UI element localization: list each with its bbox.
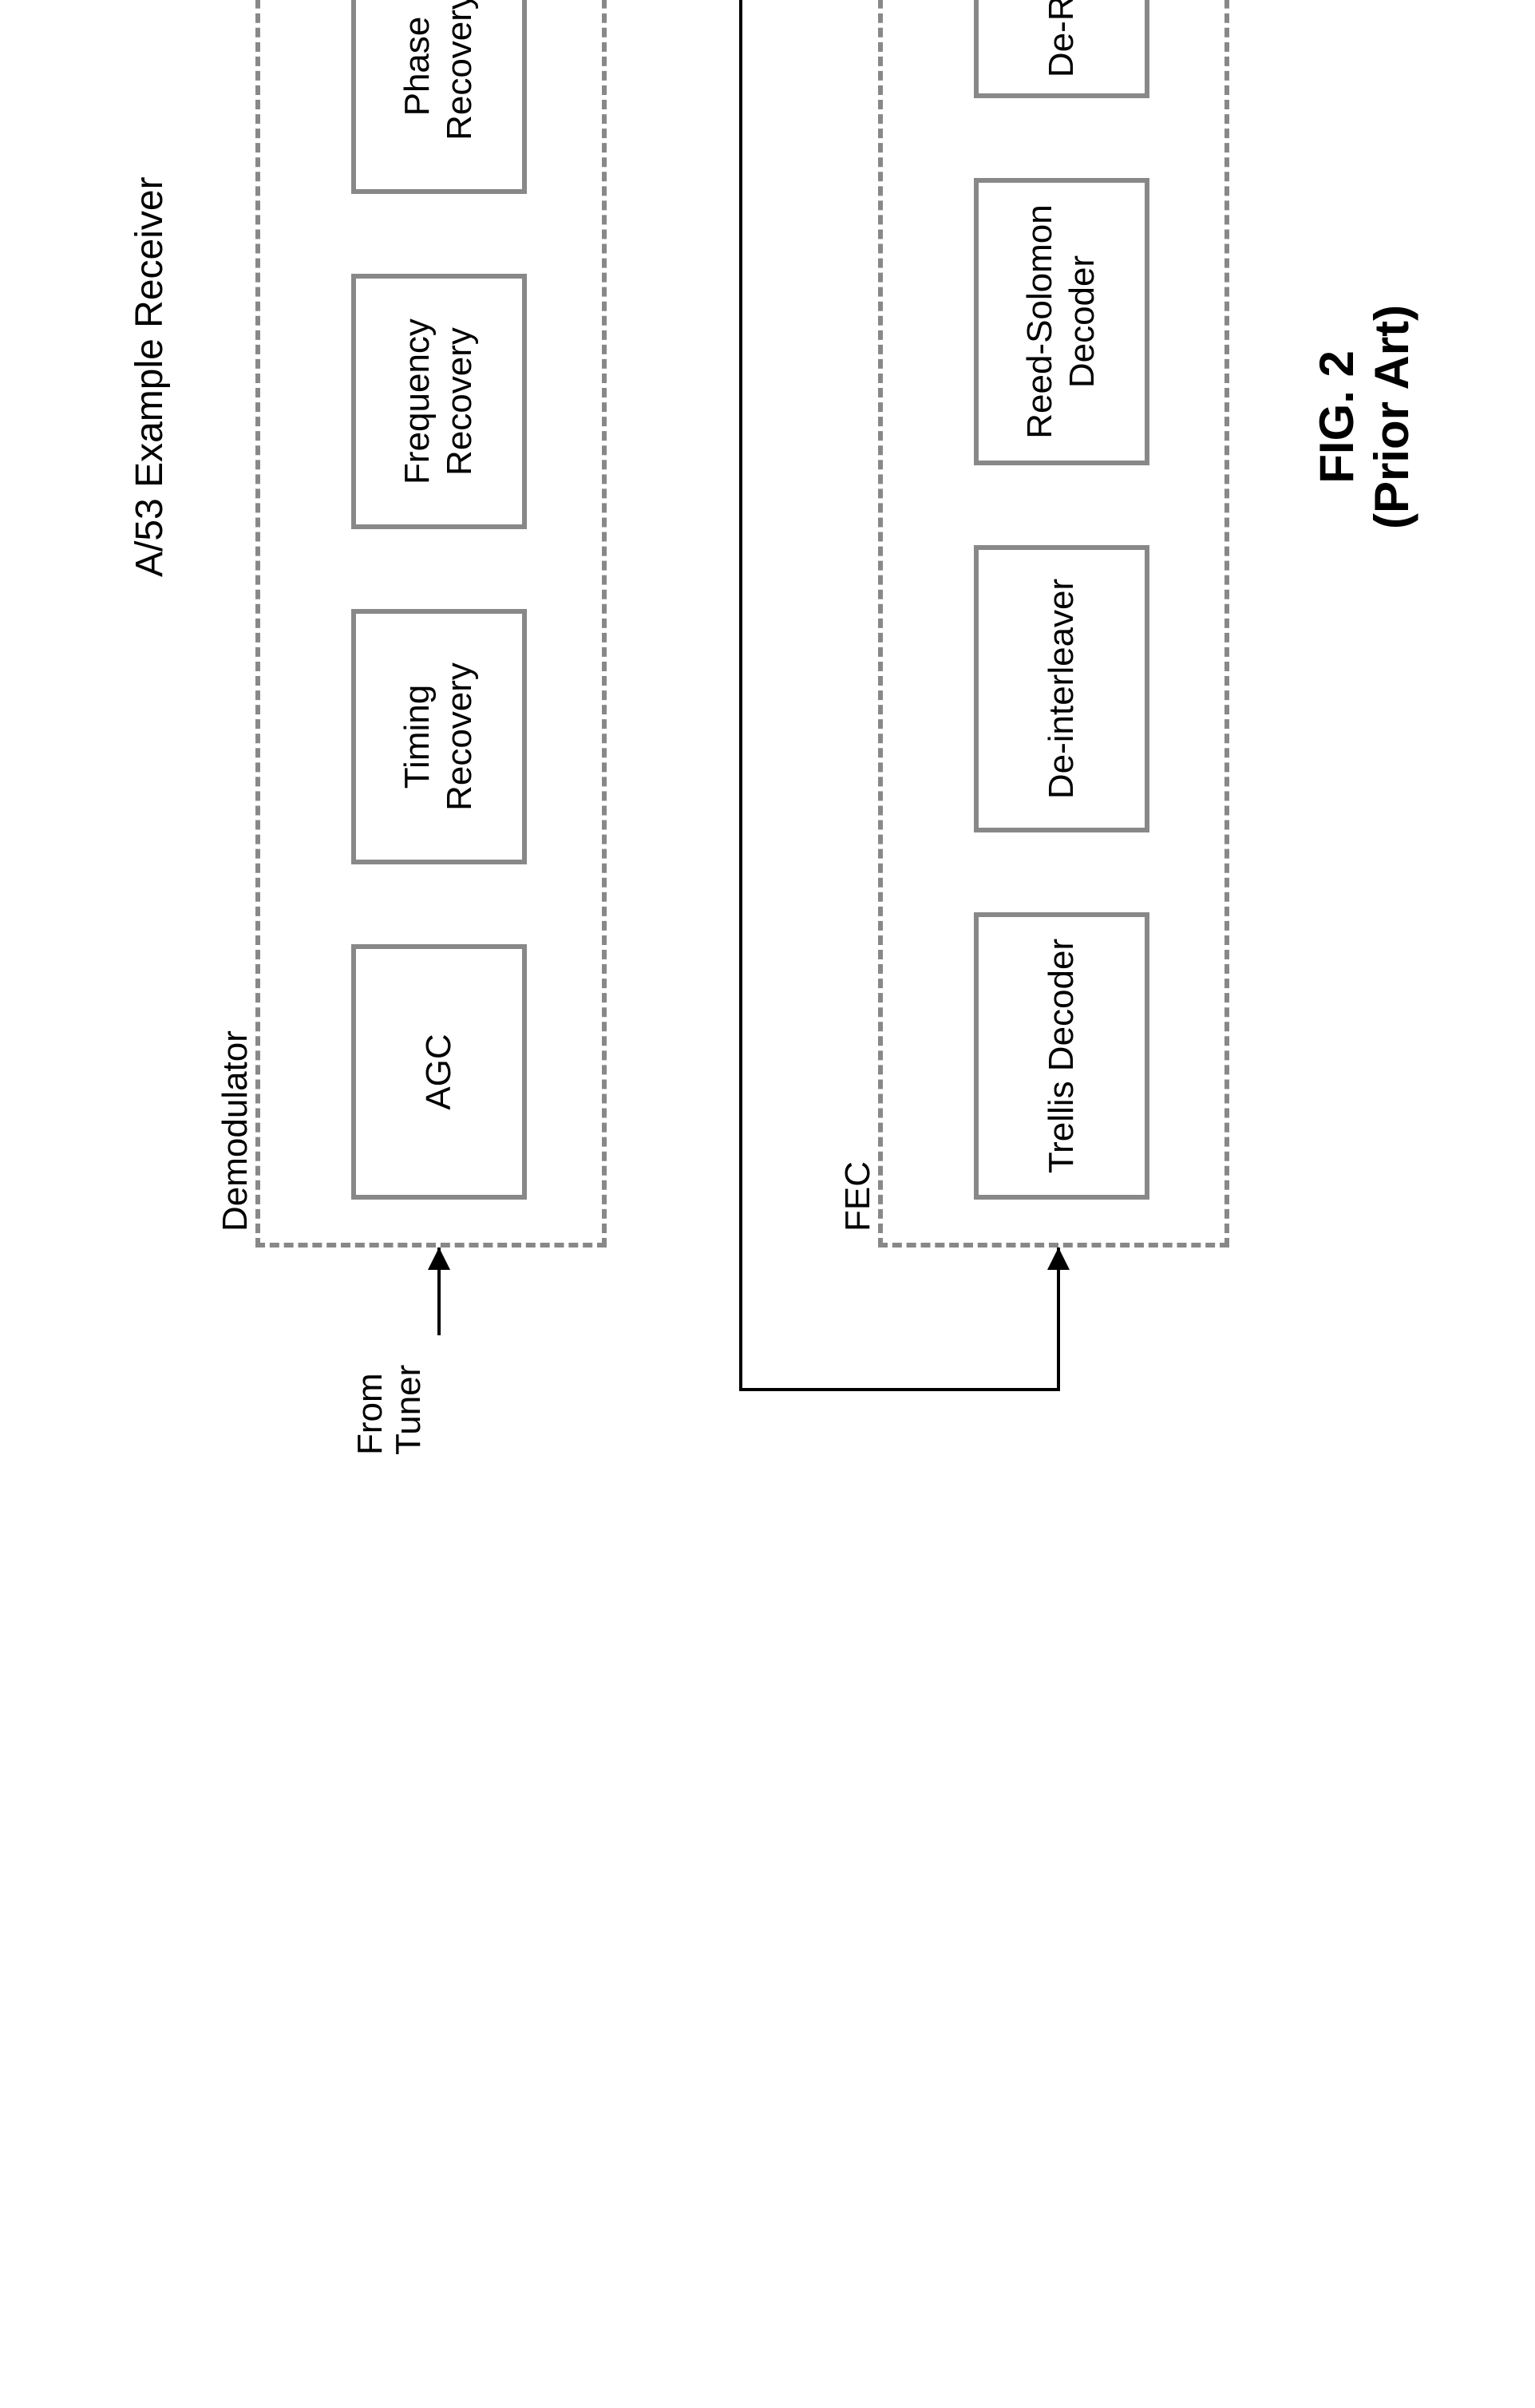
connector-turn-v [739, 1388, 1058, 1391]
figure-caption: FIG. 2(Prior Art) [1309, 305, 1419, 529]
group-label-fec: FEC [838, 1161, 878, 1232]
group-label-demod: Demodulator [216, 1030, 255, 1232]
diagram-title: A/53 Example Receiver [128, 176, 172, 577]
input-label: From Tuner [351, 1365, 429, 1455]
caption-line2: (Prior Art) [1365, 305, 1418, 529]
caption-line1: FIG. 2 [1310, 350, 1363, 484]
block-timing: Timing Recovery [351, 609, 527, 864]
block-deint: De-interleaver [974, 545, 1149, 832]
block-agc: AGC [351, 944, 527, 1200]
block-trellis: Trellis Decoder [974, 912, 1149, 1200]
arrow-in-to-demod [428, 1247, 450, 1270]
block-derand: De-Randomizer [974, 0, 1149, 98]
block-phase: Phase Recovery [351, 0, 527, 194]
block-rs: Reed-Solomon Decoder [974, 178, 1149, 465]
arrow-into-fec-h [1047, 1247, 1070, 1270]
connector-turn-h [739, 0, 742, 1391]
block-freq: Frequency Recovery [351, 274, 527, 529]
